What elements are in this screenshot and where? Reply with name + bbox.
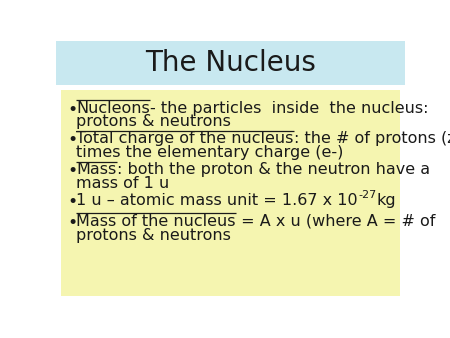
Text: = A x u (where A = # of: = A x u (where A = # of (236, 214, 435, 229)
Text: The Nucleus: The Nucleus (145, 49, 316, 77)
Text: •: • (67, 193, 77, 211)
Text: 1 u – atomic mass unit = 1.67 x 10: 1 u – atomic mass unit = 1.67 x 10 (76, 193, 358, 208)
Text: •: • (67, 101, 77, 119)
Text: times the elementary charge (e-): times the elementary charge (e-) (76, 145, 344, 160)
Bar (61, 90, 400, 296)
Bar (56, 41, 405, 85)
Text: Total charge of the nucleus: Total charge of the nucleus (76, 131, 294, 146)
Text: Mass of the nucleus: Mass of the nucleus (76, 214, 236, 229)
Text: kg: kg (376, 193, 396, 208)
Text: -27: -27 (358, 190, 376, 200)
Text: Mass: Mass (76, 162, 117, 177)
Text: mass of 1 u: mass of 1 u (76, 176, 170, 191)
Text: : the # of protons (z): : the # of protons (z) (294, 131, 450, 146)
Text: •: • (67, 162, 77, 180)
Text: protons & neutrons: protons & neutrons (76, 115, 231, 129)
Text: Nucleons: Nucleons (76, 101, 150, 116)
Text: : both the proton & the neutron have a: : both the proton & the neutron have a (117, 162, 430, 177)
Text: protons & neutrons: protons & neutrons (76, 228, 231, 243)
Text: - the particles  inside  the nucleus:: - the particles inside the nucleus: (150, 101, 429, 116)
Text: •: • (67, 131, 77, 149)
Text: •: • (67, 214, 77, 232)
